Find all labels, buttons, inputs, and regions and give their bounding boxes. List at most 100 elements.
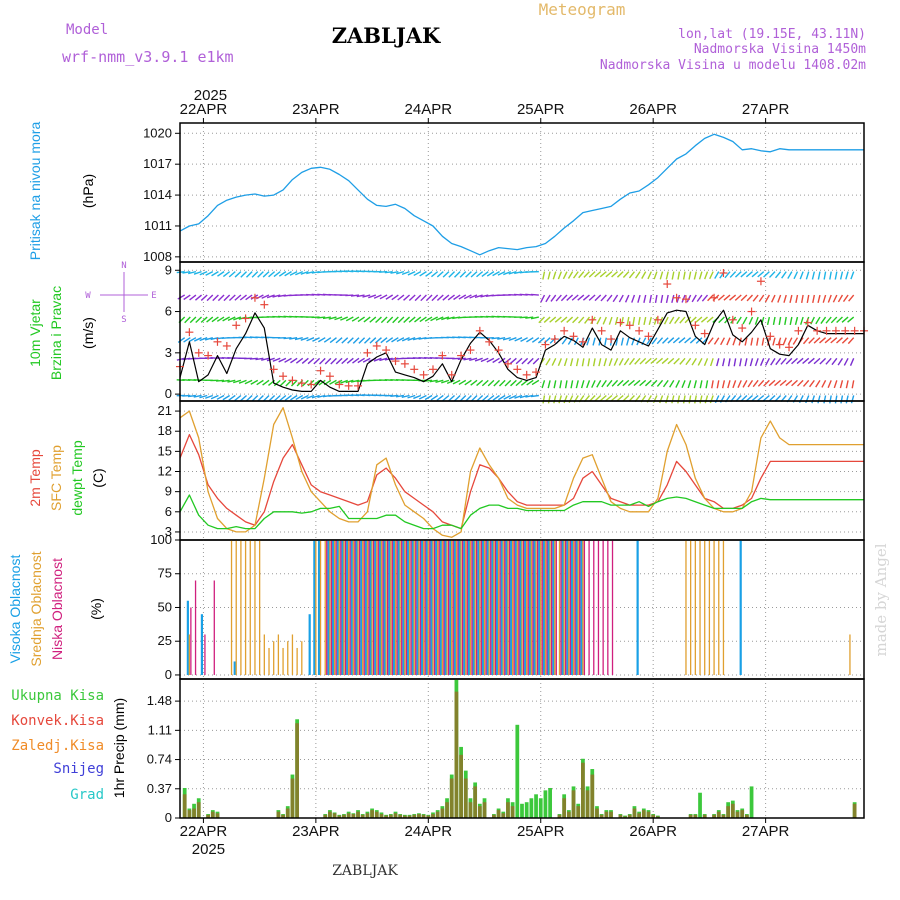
wind-arrow bbox=[395, 394, 405, 398]
wind-arrow bbox=[807, 357, 815, 365]
wind-arrow bbox=[176, 357, 185, 361]
wind-arrow bbox=[262, 379, 270, 386]
wind-arrow bbox=[763, 379, 770, 387]
wind-arrow bbox=[476, 379, 484, 387]
wind-arrow bbox=[825, 357, 832, 365]
precip-total-bar bbox=[520, 803, 524, 818]
wind-arrow bbox=[413, 271, 422, 277]
wind-arrow bbox=[357, 316, 365, 323]
wind-arrow bbox=[618, 358, 624, 366]
wind-arrow bbox=[363, 337, 371, 344]
wind-arrow bbox=[653, 271, 658, 280]
wind-arrow bbox=[699, 395, 703, 404]
wind-arrow bbox=[521, 357, 529, 365]
meteogram-label: Meteogram bbox=[539, 0, 626, 19]
precip-conv-bar bbox=[501, 813, 506, 818]
wind-arrow bbox=[454, 271, 461, 278]
precip-conv-bar bbox=[281, 814, 285, 818]
wind-arrow bbox=[222, 271, 231, 278]
y-tick-label: 25 bbox=[158, 633, 172, 648]
temp-label-3: dewpt Temp bbox=[69, 440, 85, 515]
precip-conv-bar bbox=[440, 808, 445, 818]
wind-arrow bbox=[459, 271, 467, 278]
wind-arrow bbox=[737, 380, 742, 388]
wind-arrow bbox=[841, 337, 849, 344]
wind-arrow bbox=[766, 316, 771, 326]
wind-arrow bbox=[677, 271, 681, 280]
wind-label-1: 10m Vjetar bbox=[27, 299, 43, 367]
wind-arrow bbox=[300, 394, 309, 400]
wind-arrow bbox=[747, 379, 754, 388]
wind-arrow bbox=[596, 316, 602, 325]
wind-arrow bbox=[671, 395, 675, 404]
wind-arrow bbox=[435, 316, 444, 321]
wind-arrow bbox=[581, 358, 585, 367]
wind-arrow bbox=[541, 380, 546, 389]
wind-arrow bbox=[216, 394, 225, 400]
wind-arrow bbox=[301, 357, 309, 364]
wind-arrow bbox=[616, 271, 624, 278]
wind-arrow bbox=[414, 294, 422, 302]
wind-arrow bbox=[425, 294, 433, 302]
wind-arrow bbox=[665, 271, 669, 280]
precip-total-bar bbox=[543, 790, 548, 818]
wind-arrow bbox=[346, 357, 354, 364]
wind-arrow bbox=[606, 379, 613, 388]
wind-arrow bbox=[540, 294, 546, 303]
footer-station: ZABLJAK bbox=[332, 863, 398, 879]
precip-conv-bar bbox=[852, 803, 857, 818]
wind-arrow bbox=[761, 337, 765, 346]
wind-arrow bbox=[470, 379, 478, 386]
wind-unit: (m/s) bbox=[80, 317, 96, 349]
wind-arrow bbox=[711, 380, 714, 389]
wind-arrow bbox=[837, 357, 844, 366]
wind-arrow bbox=[200, 294, 208, 301]
wind-arrow bbox=[514, 270, 523, 275]
wind-arrow bbox=[772, 316, 776, 326]
wind-arrow bbox=[290, 394, 298, 401]
precip-conv-bar bbox=[646, 811, 651, 818]
wind-arrow bbox=[498, 357, 506, 364]
wind-arrow bbox=[669, 379, 675, 388]
wind-arrow bbox=[613, 358, 619, 366]
wind-arrow bbox=[425, 271, 433, 277]
wind-arrow bbox=[430, 316, 438, 322]
wind-arrow bbox=[651, 337, 658, 345]
wind-arrow bbox=[831, 357, 838, 366]
wind-arrow bbox=[551, 358, 557, 366]
wind-arrow bbox=[407, 337, 416, 341]
wind-arrow bbox=[508, 270, 517, 275]
wind-arrow bbox=[184, 316, 191, 324]
precip-conv-bar bbox=[412, 814, 417, 818]
precip-conv-bar bbox=[459, 754, 463, 818]
temperature-panel: 3 6 9 12 15 18 21 bbox=[158, 400, 865, 541]
wind-arrow bbox=[240, 394, 247, 402]
page-title: ZABLJAK bbox=[332, 23, 441, 48]
wind-arrow bbox=[620, 337, 624, 346]
precip-conv-bar bbox=[445, 802, 449, 818]
wind-arrow bbox=[347, 337, 354, 344]
wind-arrow bbox=[295, 357, 304, 364]
wind-arrow bbox=[182, 270, 191, 274]
wind-arrow bbox=[825, 316, 832, 324]
wind-arrow bbox=[752, 294, 759, 302]
wind-arrow bbox=[591, 380, 596, 388]
wind-arrow bbox=[745, 271, 753, 278]
wind-arrow bbox=[729, 271, 737, 278]
precip-conv-bar bbox=[651, 814, 656, 818]
bottom-date-label: 25APR bbox=[517, 823, 565, 840]
precip-conv-bar bbox=[276, 811, 281, 818]
wind-arrow bbox=[549, 316, 557, 323]
precip-conv-bar bbox=[356, 811, 360, 818]
wind-arrow bbox=[519, 316, 528, 319]
wind-arrow bbox=[463, 294, 472, 300]
wind-arrow bbox=[328, 316, 337, 320]
wind-arrow bbox=[531, 337, 540, 343]
wind-arrow bbox=[431, 271, 439, 278]
cloud-label-3: Niska Oblacnost bbox=[49, 558, 65, 660]
wind-arrow bbox=[802, 379, 810, 387]
wind-arrow bbox=[827, 380, 832, 389]
wind-arrow bbox=[732, 380, 737, 389]
compass-w: W bbox=[85, 291, 91, 301]
